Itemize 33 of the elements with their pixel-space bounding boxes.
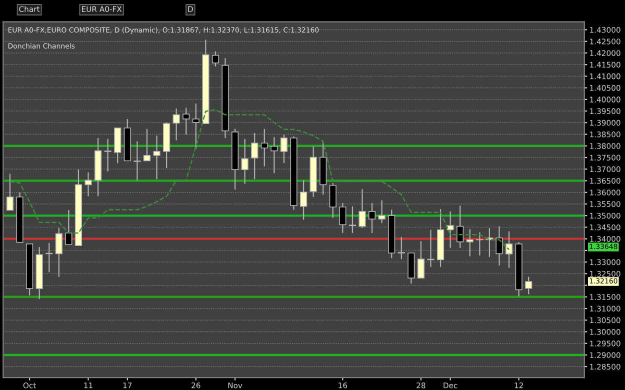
candlestick <box>300 180 308 220</box>
candlestick <box>251 132 258 180</box>
candlestick <box>339 202 346 234</box>
candlestick <box>134 140 141 181</box>
candlestick <box>456 205 464 248</box>
candlestick <box>260 128 268 167</box>
candlestick <box>505 230 513 268</box>
candlestick <box>84 172 92 197</box>
candlestick <box>476 232 484 256</box>
candlestick <box>241 138 248 184</box>
candlestick <box>417 240 425 279</box>
candlestick <box>104 138 112 172</box>
candlestick <box>496 226 503 266</box>
candlestick <box>348 206 356 234</box>
candlestick <box>466 228 474 257</box>
candlestick <box>446 210 454 248</box>
candlestick <box>172 108 180 141</box>
candlestick <box>398 236 405 260</box>
candlestick <box>270 136 278 174</box>
candlestick <box>378 200 386 224</box>
candlestick <box>65 209 72 246</box>
candlestick <box>6 173 14 211</box>
candlestick <box>212 50 220 67</box>
candlestick <box>329 182 336 218</box>
candlestick <box>192 103 200 150</box>
candlestick <box>280 134 288 164</box>
candlestick <box>358 188 366 228</box>
candlestick <box>525 276 532 295</box>
candlestick <box>153 135 160 180</box>
candlestick <box>182 107 190 136</box>
candlestick <box>143 128 151 162</box>
candlestick <box>55 227 62 278</box>
candlestick <box>368 202 376 234</box>
